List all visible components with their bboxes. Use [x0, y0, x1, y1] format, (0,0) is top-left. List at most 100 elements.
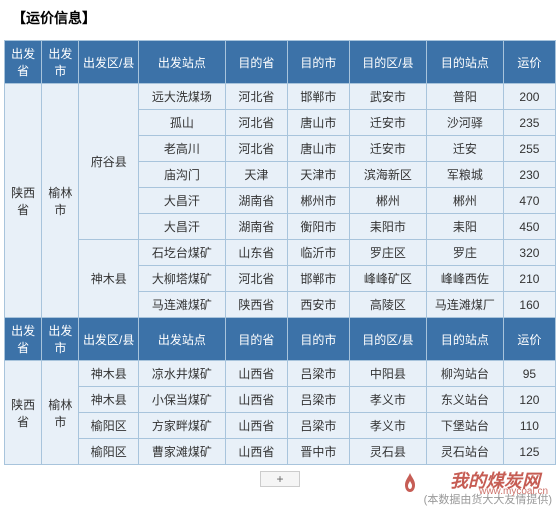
col-from-city: 出发市 [42, 318, 79, 361]
cell-price: 110 [503, 413, 555, 439]
cell-to_city: 临沂市 [287, 240, 349, 266]
page-title: 【运价信息】 [0, 0, 560, 36]
header-row: 出发省 出发市 出发区/县 出发站点 目的省 目的市 目的区/县 目的站点 运价 [5, 41, 556, 84]
cell-to_city: 西安市 [287, 292, 349, 318]
col-to-station: 目的站点 [426, 41, 503, 84]
cell-price: 95 [503, 361, 555, 387]
cell-from-county: 府谷县 [79, 84, 139, 240]
cell-to_station: 马连滩煤厂 [426, 292, 503, 318]
cell-station: 老高川 [139, 136, 226, 162]
cell-price: 450 [503, 214, 555, 240]
table-row: 陕西省榆林市神木县凉水井煤矿山西省吕梁市中阳县柳沟站台95 [5, 361, 556, 387]
cell-to_county: 孝义市 [349, 387, 426, 413]
cell-to_county: 灵石县 [349, 439, 426, 465]
cell-to_prov: 河北省 [225, 110, 287, 136]
cell-from-city: 榆林市 [42, 84, 79, 318]
table-row: 陕西省榆林市府谷县远大洗煤场河北省邯郸市武安市普阳200 [5, 84, 556, 110]
cell-county: 神木县 [79, 361, 139, 387]
cell-to_station: 罗庄 [426, 240, 503, 266]
cell-to_prov: 山西省 [225, 439, 287, 465]
cell-to_prov: 山西省 [225, 387, 287, 413]
cell-to_city: 郴州市 [287, 188, 349, 214]
cell-to_county: 中阳县 [349, 361, 426, 387]
col-from-county: 出发区/县 [79, 41, 139, 84]
cell-to_county: 迁安市 [349, 110, 426, 136]
cell-to_prov: 山东省 [225, 240, 287, 266]
cell-station: 石圪台煤矿 [139, 240, 226, 266]
cell-from-prov: 陕西省 [5, 84, 42, 318]
table-row: 神木县小保当煤矿山西省吕梁市孝义市东义站台120 [5, 387, 556, 413]
cell-to_county: 峰峰矿区 [349, 266, 426, 292]
cell-to_city: 吕梁市 [287, 361, 349, 387]
cell-price: 320 [503, 240, 555, 266]
cell-station: 大柳塔煤矿 [139, 266, 226, 292]
cell-to_city: 晋中市 [287, 439, 349, 465]
cell-county: 神木县 [79, 387, 139, 413]
cell-price: 255 [503, 136, 555, 162]
cell-to_county: 孝义市 [349, 413, 426, 439]
col-to-prov: 目的省 [225, 318, 287, 361]
flame-icon [398, 471, 422, 495]
cell-station: 庙沟门 [139, 162, 226, 188]
cell-price: 120 [503, 387, 555, 413]
cell-station: 孤山 [139, 110, 226, 136]
cell-to_prov: 湖南省 [225, 214, 287, 240]
col-price: 运价 [503, 41, 555, 84]
cell-to_station: 郴州 [426, 188, 503, 214]
cell-to_station: 军粮城 [426, 162, 503, 188]
cell-to_prov: 山西省 [225, 413, 287, 439]
cell-to_city: 唐山市 [287, 136, 349, 162]
cell-to_prov: 天津 [225, 162, 287, 188]
cell-station: 大昌汗 [139, 188, 226, 214]
cell-to_prov: 河北省 [225, 136, 287, 162]
cell-to_station: 耒阳 [426, 214, 503, 240]
cell-from-county: 神木县 [79, 240, 139, 318]
cell-to_city: 衡阳市 [287, 214, 349, 240]
cell-price: 235 [503, 110, 555, 136]
cell-price: 200 [503, 84, 555, 110]
footer: + 我的煤炭网 www.mycoal.cn (本数据由货大大友情提供) [0, 471, 560, 511]
cell-price: 125 [503, 439, 555, 465]
col-from-station: 出发站点 [139, 41, 226, 84]
col-from-county: 出发区/县 [79, 318, 139, 361]
cell-to_county: 滨海新区 [349, 162, 426, 188]
cell-to_county: 郴州 [349, 188, 426, 214]
cell-to_city: 邯郸市 [287, 266, 349, 292]
cell-station: 方家畔煤矿 [139, 413, 226, 439]
cell-to_city: 天津市 [287, 162, 349, 188]
cell-to_city: 吕梁市 [287, 413, 349, 439]
col-to-city: 目的市 [287, 318, 349, 361]
cell-to_county: 高陵区 [349, 292, 426, 318]
freight-table: 出发省 出发市 出发区/县 出发站点 目的省 目的市 目的区/县 目的站点 运价… [4, 40, 556, 465]
col-from-city: 出发市 [42, 41, 79, 84]
cell-to_station: 峰峰西佐 [426, 266, 503, 292]
cell-county: 榆阳区 [79, 439, 139, 465]
cell-station: 凉水井煤矿 [139, 361, 226, 387]
cell-to_county: 耒阳市 [349, 214, 426, 240]
col-to-county: 目的区/县 [349, 41, 426, 84]
cell-to_station: 灵石站台 [426, 439, 503, 465]
cell-to_prov: 河北省 [225, 266, 287, 292]
cell-to_prov: 河北省 [225, 84, 287, 110]
table-row: 榆阳区方家畔煤矿山西省吕梁市孝义市下堡站台110 [5, 413, 556, 439]
cell-to_station: 迁安 [426, 136, 503, 162]
cell-from-city: 榆林市 [42, 361, 79, 465]
cell-to_city: 唐山市 [287, 110, 349, 136]
cell-from-prov: 陕西省 [5, 361, 42, 465]
cell-to_station: 下堡站台 [426, 413, 503, 439]
cell-to_station: 普阳 [426, 84, 503, 110]
cell-station: 马连滩煤矿 [139, 292, 226, 318]
col-from-prov: 出发省 [5, 41, 42, 84]
cell-station: 曹家滩煤矿 [139, 439, 226, 465]
cell-county: 榆阳区 [79, 413, 139, 439]
cell-price: 470 [503, 188, 555, 214]
col-from-prov: 出发省 [5, 318, 42, 361]
cell-to_prov: 湖南省 [225, 188, 287, 214]
cell-to_prov: 山西省 [225, 361, 287, 387]
cell-to_city: 邯郸市 [287, 84, 349, 110]
cell-to_station: 东义站台 [426, 387, 503, 413]
cell-to_county: 罗庄区 [349, 240, 426, 266]
expand-button[interactable]: + [260, 471, 300, 487]
cell-to_county: 武安市 [349, 84, 426, 110]
table-row: 神木县石圪台煤矿山东省临沂市罗庄区罗庄320 [5, 240, 556, 266]
